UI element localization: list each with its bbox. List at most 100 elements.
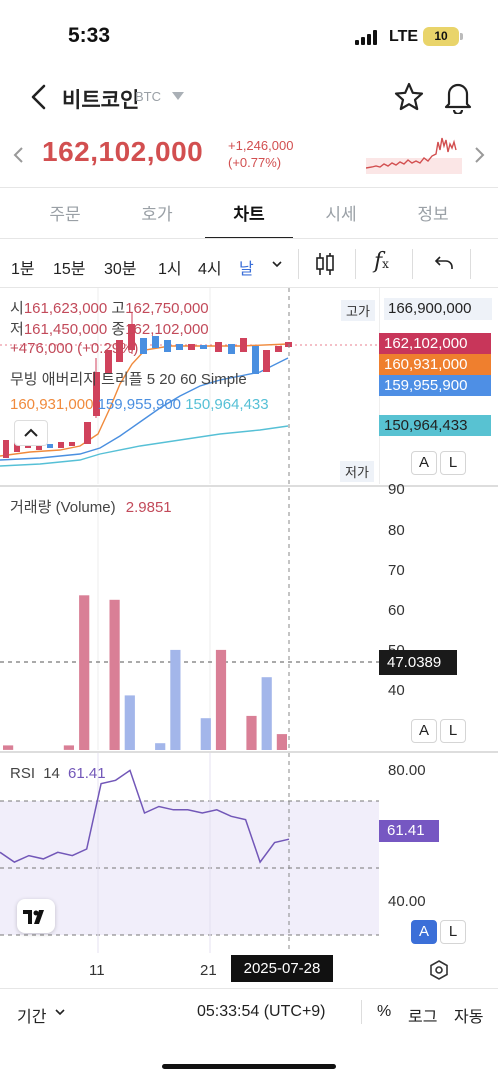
clock-timezone[interactable]: 05:33:54 (UTC+9) — [197, 1003, 326, 1020]
price-label-ma60: 150,964,433 — [379, 415, 491, 436]
timeframe-30m[interactable]: 30분 — [104, 261, 137, 278]
volume-axis-60: 60 — [388, 602, 405, 619]
volume-bar — [246, 715, 257, 750]
back-arrow-icon[interactable] — [28, 83, 50, 111]
volume-current-tag: 47.0389 — [379, 650, 457, 675]
tab-chart[interactable]: 차트 — [233, 205, 265, 224]
divider — [0, 988, 498, 989]
log-scale-button[interactable]: 로그 — [408, 1009, 438, 1026]
price-change-pct: (+0.77%) — [228, 155, 282, 170]
open-value: 161,623,000 — [23, 300, 108, 317]
mini-price-chart — [366, 137, 462, 174]
chevron-down-icon[interactable] — [171, 91, 185, 101]
divider — [0, 287, 498, 288]
close-value: 162,102,000 — [125, 321, 209, 338]
x-axis-label-11: 11 — [89, 962, 105, 979]
current-price: 162,102,000 — [42, 136, 204, 167]
status-time: 5:33 — [68, 24, 111, 47]
collapse-legend-button[interactable] — [14, 420, 48, 446]
volume-chart — [0, 488, 379, 750]
volume-bar — [215, 649, 227, 750]
divider — [0, 187, 498, 188]
ma20-line — [0, 357, 289, 461]
indicator-fx-icon[interactable]: fx — [374, 249, 389, 274]
panel-divider — [0, 751, 498, 753]
toolbar-divider — [355, 249, 356, 279]
coin-symbol[interactable]: BTC — [135, 89, 161, 104]
tab-order[interactable]: 주문 — [49, 205, 81, 224]
low-tag: 저가 — [340, 461, 374, 482]
bell-icon[interactable] — [443, 80, 473, 114]
timeframe-1h[interactable]: 1시 — [158, 261, 182, 278]
network-type: LTE — [389, 28, 419, 45]
volume-axis-40: 40 — [388, 682, 405, 699]
volume-bar — [276, 734, 287, 750]
toolbar-divider — [470, 249, 471, 279]
rsi-axis-40: 40.00 — [388, 893, 426, 910]
battery-cap — [460, 33, 463, 40]
prev-coin-icon[interactable] — [12, 145, 26, 165]
x-axis-label-21: 21 — [200, 962, 217, 979]
rsi-log-button[interactable]: L — [440, 920, 466, 944]
rsi-auto-button[interactable]: A — [411, 920, 437, 944]
tab-info[interactable]: 정보 — [417, 205, 449, 224]
rsi-line — [0, 769, 290, 864]
price-log-button[interactable]: L — [440, 451, 466, 475]
high-tag: 고가 — [341, 300, 375, 321]
rsi-current-tag: 61.41 — [379, 820, 439, 842]
volume-auto-button[interactable]: A — [411, 719, 437, 743]
price-change-abs: +1,246,000 — [228, 138, 294, 153]
rsi-label: RSI — [10, 765, 36, 782]
period-selector[interactable]: 기간 — [17, 1009, 47, 1026]
star-icon[interactable] — [393, 81, 425, 113]
timeframe-day[interactable]: 날 — [239, 261, 254, 278]
tradingview-logo[interactable] — [17, 899, 55, 933]
next-coin-icon[interactable] — [472, 145, 486, 165]
volume-axis-80: 80 — [388, 522, 405, 539]
tab-orderbook[interactable]: 호가 — [141, 205, 173, 224]
rsi-chart — [0, 753, 379, 953]
volume-bar — [124, 695, 135, 750]
volume-bar — [200, 718, 211, 750]
battery-icon: 10 — [423, 27, 459, 46]
cursor-date-label: 2025-07-28 — [231, 955, 333, 982]
volume-log-button[interactable]: L — [440, 719, 466, 743]
chevron-down-icon[interactable] — [54, 1007, 66, 1017]
volume-axis-70: 70 — [388, 562, 405, 579]
timeframe-4h[interactable]: 4시 — [198, 261, 222, 278]
percent-scale-button[interactable]: % — [377, 1003, 392, 1020]
volume-value: 2.9851 — [125, 499, 172, 516]
volume-bar — [261, 677, 272, 750]
settings-icon[interactable] — [428, 959, 450, 981]
rsi-value: 61.41 — [68, 765, 106, 782]
price-auto-button[interactable]: A — [411, 451, 437, 475]
chevron-down-icon[interactable] — [271, 259, 283, 269]
ma-title[interactable]: 무빙 애버리지 트리플 5 20 60 Simple — [10, 371, 247, 388]
tradingview-icon — [23, 910, 44, 924]
toolbar-divider — [298, 249, 299, 279]
timeframe-15m[interactable]: 15분 — [53, 261, 86, 278]
volume-legend: 거래량 (Volume) 2.9851 — [10, 496, 172, 517]
candlestick-icon[interactable] — [314, 250, 336, 278]
volume-bar — [109, 599, 120, 750]
volume-bar — [3, 745, 14, 750]
rsi-period: 14 — [43, 765, 60, 782]
volume-bar — [79, 595, 90, 750]
price-label-ma20: 159,955,900 — [379, 375, 491, 396]
ohlc-change: +476,000 (+0.29%) — [10, 340, 139, 357]
timeframe-1m[interactable]: 1분 — [11, 261, 35, 278]
low-value: 161,450,000 — [23, 321, 108, 338]
rsi-legend: RSI 14 61.41 — [10, 765, 106, 782]
chevron-up-icon — [24, 428, 38, 437]
ohlc-row-1: 시161,623,000 고162,750,000 — [10, 300, 209, 317]
ma-values: 160,931,000 159,955,900 150,964,433 — [10, 396, 269, 413]
ma60-value: 150,964,433 — [185, 396, 269, 413]
coin-name[interactable]: 비트코인 — [62, 89, 140, 112]
auto-scale-button[interactable]: 자동 — [454, 1009, 484, 1026]
ma20-value: 159,955,900 — [97, 396, 182, 413]
tab-market[interactable]: 시세 — [325, 205, 357, 224]
rsi-axis-80: 80.00 — [388, 762, 426, 779]
undo-icon[interactable] — [433, 253, 455, 273]
ma60-line — [0, 425, 289, 467]
ohlc-row-2: 저161,450,000 종162,102,000 — [10, 321, 209, 338]
